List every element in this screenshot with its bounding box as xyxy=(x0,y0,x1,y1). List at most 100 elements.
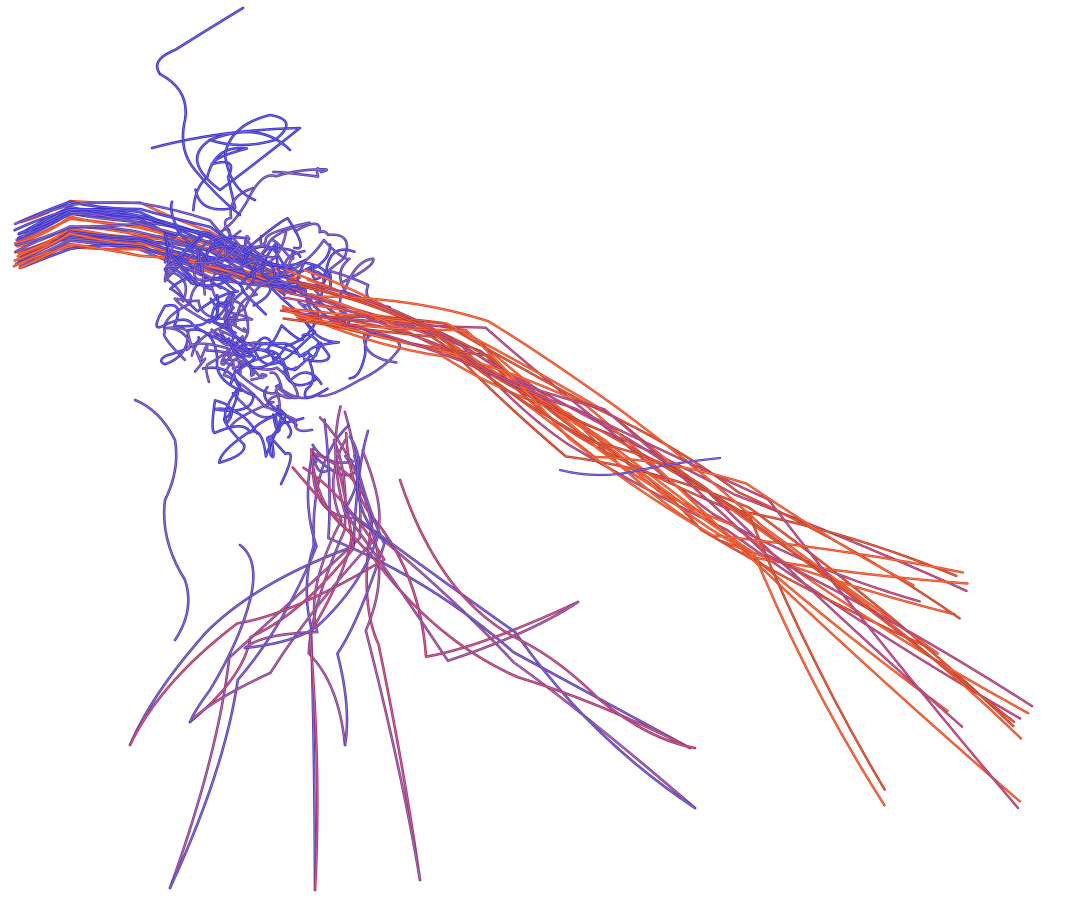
incoming-tube xyxy=(18,242,274,289)
red-streamline-highlight xyxy=(287,279,1015,723)
red-streamline xyxy=(303,268,949,712)
mid-strand-tube-highlight xyxy=(559,457,721,476)
descending-tube-highlight xyxy=(189,457,354,723)
knot-tube xyxy=(211,389,293,439)
knot-tube xyxy=(223,167,329,230)
incoming-tube-highlight xyxy=(14,233,284,292)
mid-strand-tube-highlight xyxy=(399,479,696,749)
descending-tube-highlight xyxy=(244,439,346,649)
knot-tube-highlight xyxy=(218,388,282,464)
knot-tube xyxy=(218,329,314,433)
red-streamline-highlight xyxy=(318,315,1033,707)
descending-tube-highlight xyxy=(335,406,579,662)
red-streamline xyxy=(294,313,1015,728)
knot-tube-highlight xyxy=(266,325,330,371)
left-strand-tube xyxy=(133,398,190,642)
incoming-tube-highlight xyxy=(15,223,290,280)
knot-tube-highlight xyxy=(215,246,301,278)
red-streamline xyxy=(279,309,921,603)
descending-tube-highlight xyxy=(292,467,691,749)
knot-tube xyxy=(217,387,283,464)
knot-tube xyxy=(163,234,231,287)
top-tail-tube xyxy=(158,72,242,217)
knot-tube xyxy=(214,245,302,279)
knot-tube xyxy=(173,265,258,324)
descending-tube-highlight xyxy=(337,455,385,746)
red-streamline-highlight xyxy=(291,287,1019,809)
knot-tube-highlight xyxy=(156,294,230,342)
red-streamline-highlight xyxy=(301,316,929,648)
left-strand-tube xyxy=(188,543,255,724)
descending-tube xyxy=(188,456,355,724)
red-streamline xyxy=(296,316,965,574)
knot-tube-highlight xyxy=(226,235,294,284)
red-streamline xyxy=(282,317,886,791)
knot-tube-highlight xyxy=(224,282,323,324)
knot-tube xyxy=(159,328,243,393)
loop-tube-highlight xyxy=(209,114,287,201)
red-streamline-highlight xyxy=(295,314,1014,727)
knot-tube-highlight xyxy=(212,390,292,438)
knot-tube-highlight xyxy=(174,265,258,323)
incoming-tube xyxy=(13,232,284,293)
knot-tube-highlight xyxy=(303,318,340,398)
descending-tube xyxy=(336,454,386,747)
descending-tube xyxy=(168,447,318,890)
red-streamline xyxy=(316,295,939,655)
knot-tube xyxy=(263,385,292,486)
knot-tube xyxy=(242,216,356,281)
knot-tube-highlight xyxy=(310,444,358,476)
red-streamline xyxy=(317,314,1034,708)
knot-tube xyxy=(231,361,300,419)
knot-tube-highlight xyxy=(243,217,355,280)
red-streamline-highlight xyxy=(280,310,921,602)
knot-tube xyxy=(163,233,240,313)
red-streamline xyxy=(300,315,930,649)
knot-tube-highlight xyxy=(210,290,251,357)
descending-tube xyxy=(318,416,422,882)
red-streamline xyxy=(286,279,1016,723)
knot-tube-highlight xyxy=(284,239,374,291)
descending-tube-highlight xyxy=(169,448,317,889)
knot-tube-highlight xyxy=(160,329,242,392)
knot-tube xyxy=(193,344,268,381)
knot-tube-highlight xyxy=(264,386,291,485)
mid-strand-tube xyxy=(558,456,722,477)
knot-tube xyxy=(265,324,331,372)
red-streamline xyxy=(282,296,1022,720)
red-streamline-highlight xyxy=(303,269,948,712)
red-streamline xyxy=(290,286,1020,810)
mid-strand-tube xyxy=(398,478,697,750)
knot-tube xyxy=(165,186,255,282)
knot-tube-highlight xyxy=(194,345,267,381)
knot-tube xyxy=(225,234,295,285)
red-streamline-highlight xyxy=(283,297,1021,719)
knot-tube xyxy=(302,318,340,399)
red-streamline-highlight xyxy=(282,305,885,806)
knot-tube-highlight xyxy=(223,167,328,229)
loop-tube xyxy=(208,113,288,202)
descending-tube-highlight xyxy=(169,411,361,889)
incoming-tube-highlight xyxy=(19,243,273,288)
knot-tube xyxy=(283,238,375,292)
tube-bundle xyxy=(12,6,1034,892)
knot-tube xyxy=(223,281,324,325)
red-streamline-highlight xyxy=(317,296,939,654)
descending-tube-highlight xyxy=(319,417,421,881)
descending-tube xyxy=(243,456,380,650)
incoming-tube xyxy=(14,222,291,281)
descending-tube-highlight xyxy=(244,457,379,649)
knot-tube-highlight xyxy=(164,235,231,286)
descending-tube xyxy=(243,438,347,650)
descending-tube xyxy=(334,405,580,663)
knot-tube xyxy=(309,443,359,477)
red-streamline-highlight xyxy=(283,318,886,790)
top-tail-tube-highlight xyxy=(156,7,244,75)
descending-tube xyxy=(291,466,692,750)
knot-tube-highlight xyxy=(166,187,254,281)
top-tail-tube xyxy=(155,6,245,76)
descending-tube-highlight xyxy=(189,450,380,723)
knot-tube-highlight xyxy=(164,327,229,383)
left-strand-tube-highlight xyxy=(189,544,254,723)
